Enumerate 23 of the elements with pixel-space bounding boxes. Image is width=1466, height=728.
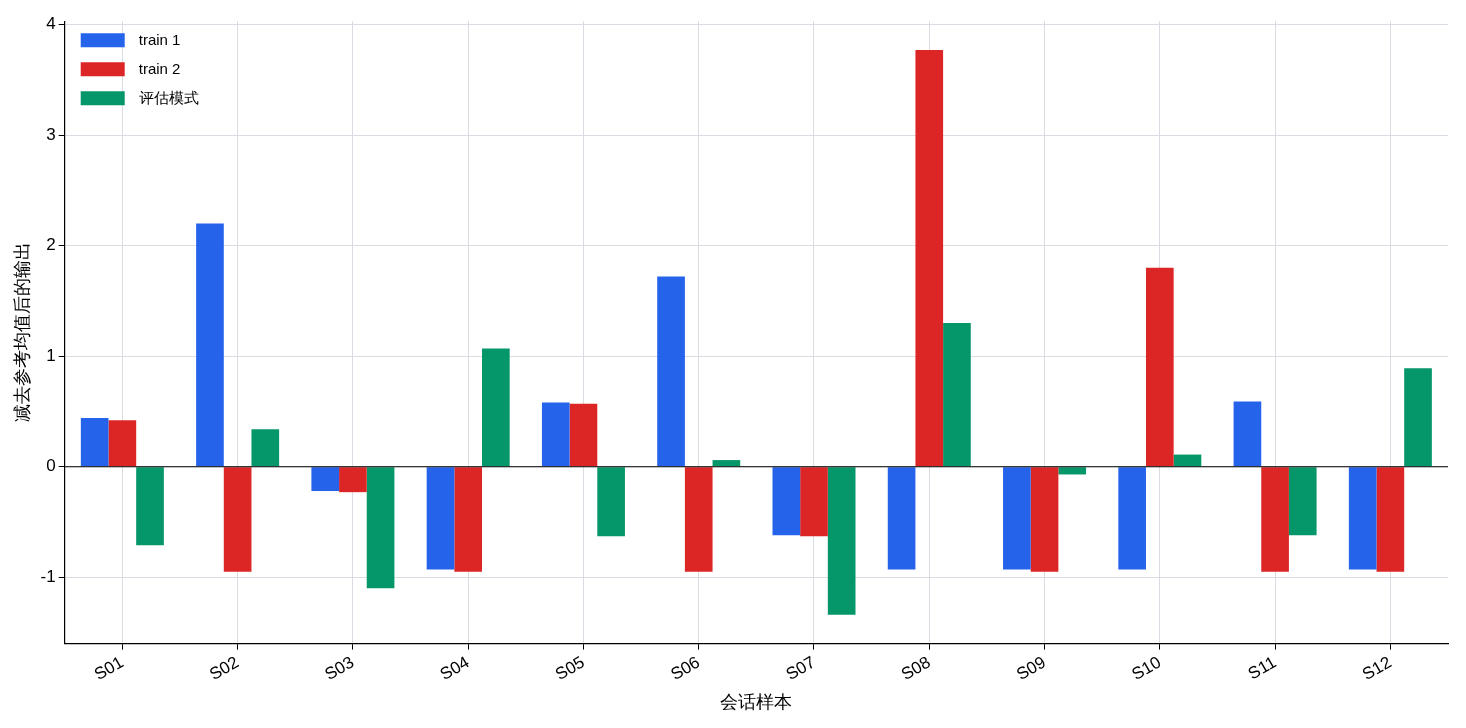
x-tick-label: S06 xyxy=(667,652,704,685)
legend-label: train 1 xyxy=(138,31,181,49)
x-tick-label: S08 xyxy=(897,652,934,685)
x-axis-title: 会话样本 xyxy=(720,692,793,713)
x-tick-label: S01 xyxy=(91,652,127,685)
x-tick-label: S02 xyxy=(206,652,242,685)
x-tick-label: S11 xyxy=(1244,652,1280,684)
x-tick-label: S05 xyxy=(552,652,588,685)
y-tick-label: 0 xyxy=(46,456,56,476)
y-tick-label: 1 xyxy=(46,345,56,365)
y-axis-title: 减去参考均值后的输出 xyxy=(11,242,32,423)
x-tick-label: S03 xyxy=(321,652,358,685)
legend-label: train 2 xyxy=(138,60,181,78)
y-tick-label: 4 xyxy=(46,14,56,34)
x-tick-label: S07 xyxy=(782,652,819,685)
x-tick-label: S12 xyxy=(1359,652,1395,685)
legend-label: 评估模式 xyxy=(138,89,199,107)
x-tick-label: S10 xyxy=(1128,652,1165,685)
x-tick-label: S09 xyxy=(1013,652,1049,685)
y-tick-label: 2 xyxy=(46,235,56,255)
y-tick-label: -1 xyxy=(40,566,56,586)
x-tick-label: S04 xyxy=(436,652,473,685)
y-tick-label: 3 xyxy=(46,124,56,144)
